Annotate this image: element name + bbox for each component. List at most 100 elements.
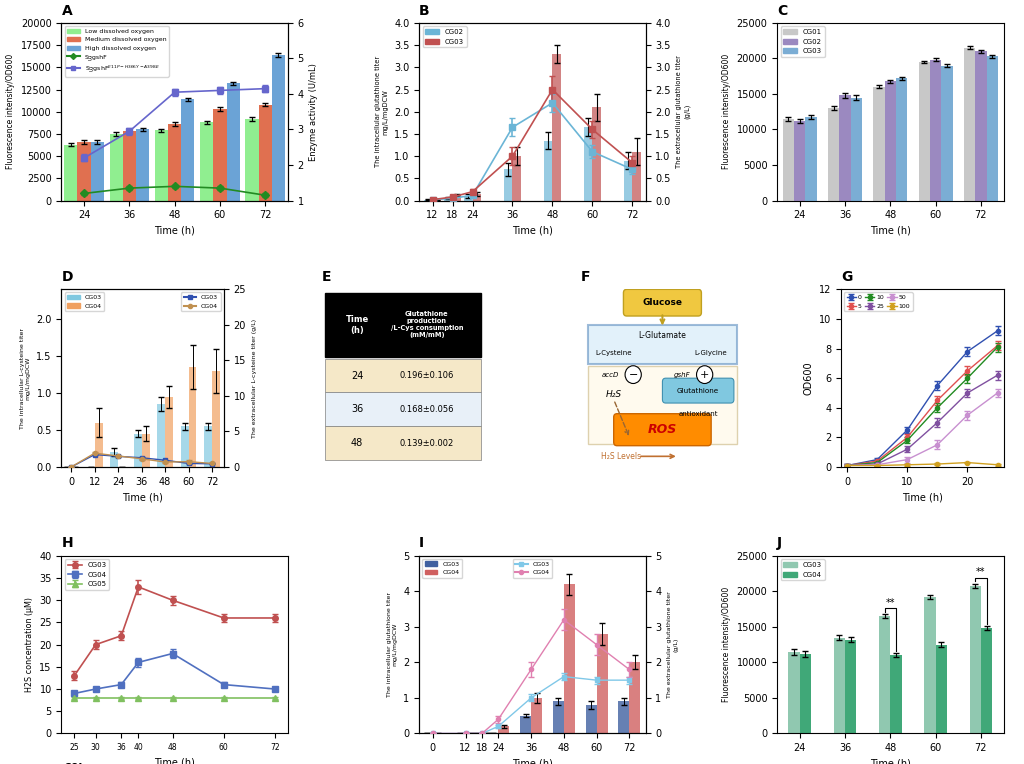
Bar — [111, 452, 118, 467]
Bar — [630, 662, 640, 733]
Bar — [584, 128, 593, 201]
Text: I: I — [419, 536, 424, 551]
Text: **: ** — [886, 597, 895, 607]
X-axis label: Time (h): Time (h) — [902, 492, 943, 502]
Y-axis label: H2S concentration (μM): H2S concentration (μM) — [25, 597, 34, 692]
Bar — [970, 586, 981, 733]
Bar — [271, 55, 285, 201]
Bar — [964, 48, 975, 201]
Bar — [123, 131, 136, 201]
Bar — [78, 142, 91, 201]
Bar — [941, 66, 952, 201]
Legend: CG02, CG03: CG02, CG03 — [423, 27, 467, 47]
X-axis label: Time (h): Time (h) — [869, 226, 910, 236]
Bar — [800, 654, 811, 733]
Bar — [432, 199, 441, 201]
Bar — [782, 119, 794, 201]
Bar — [65, 144, 78, 201]
Bar — [805, 117, 817, 201]
Legend: CG01, CG02, CG03: CG01, CG02, CG03 — [780, 27, 824, 57]
Bar — [936, 645, 947, 733]
Y-axis label: The extracellular glutathione titer
(g/L): The extracellular glutathione titer (g/L… — [668, 591, 678, 698]
FancyBboxPatch shape — [588, 325, 737, 364]
Y-axis label: Enzyme activity (U/mL): Enzyme activity (U/mL) — [309, 63, 318, 160]
Bar — [512, 156, 521, 201]
Bar — [110, 134, 123, 201]
Bar — [930, 60, 941, 201]
Circle shape — [696, 366, 713, 384]
Bar — [504, 170, 512, 201]
Text: J: J — [777, 536, 782, 551]
Text: 0.196±0.106: 0.196±0.106 — [399, 371, 454, 380]
Bar — [986, 57, 997, 201]
Legend: Low dissolved oxygen, Medium dissolved oxygen, High dissolved oxygen, SᴟgshF, Sᴟ: Low dissolved oxygen, Medium dissolved o… — [65, 26, 169, 76]
Bar — [593, 107, 601, 201]
Legend: CG03, CG04: CG03, CG04 — [780, 559, 824, 581]
Legend: CG03, CG04: CG03, CG04 — [65, 293, 104, 312]
Bar — [200, 122, 213, 201]
Bar — [424, 199, 432, 201]
Text: L-Glutamate: L-Glutamate — [639, 331, 686, 340]
Bar — [597, 634, 607, 733]
Text: D: D — [61, 270, 73, 284]
Y-axis label: The extracellular L-cysteine titer (g/L): The extracellular L-cysteine titer (g/L) — [252, 319, 257, 438]
Bar — [890, 656, 901, 733]
Bar — [472, 194, 481, 201]
FancyBboxPatch shape — [588, 366, 737, 444]
Bar — [165, 397, 173, 467]
Y-axis label: Fluorescence intensity/OD600: Fluorescence intensity/OD600 — [6, 54, 15, 170]
Text: 0.168±0.056: 0.168±0.056 — [399, 405, 455, 414]
Text: 60h: 60h — [63, 763, 87, 764]
Bar — [188, 367, 197, 467]
Text: A: A — [61, 4, 72, 18]
Bar — [885, 81, 896, 201]
Bar — [925, 597, 936, 733]
Bar — [553, 701, 564, 733]
FancyBboxPatch shape — [325, 393, 480, 426]
Text: +: + — [700, 370, 710, 380]
Text: L-Cysteine: L-Cysteine — [595, 351, 632, 356]
Bar — [213, 109, 226, 201]
X-axis label: Time (h): Time (h) — [512, 226, 553, 236]
Circle shape — [625, 366, 641, 384]
Text: H₂S Levels: H₂S Levels — [601, 452, 641, 461]
Bar — [226, 83, 240, 201]
Y-axis label: The intracellular L-cysteine titer
mg/L/mgDCW: The intracellular L-cysteine titer mg/L/… — [20, 328, 31, 429]
Legend: CG03, CG04: CG03, CG04 — [181, 293, 221, 312]
Bar — [618, 701, 630, 733]
Bar — [851, 98, 862, 201]
Text: 24: 24 — [351, 371, 364, 380]
Bar — [136, 129, 150, 201]
Y-axis label: OD600: OD600 — [804, 361, 813, 395]
X-axis label: Time (h): Time (h) — [512, 759, 553, 764]
FancyBboxPatch shape — [325, 426, 480, 460]
FancyBboxPatch shape — [613, 414, 711, 445]
Text: Glutathione: Glutathione — [677, 387, 719, 393]
Bar — [845, 639, 856, 733]
Bar — [181, 99, 195, 201]
Bar — [531, 698, 542, 733]
Bar — [94, 422, 102, 467]
Text: Time
(h): Time (h) — [345, 316, 369, 335]
Text: accD: accD — [602, 371, 620, 377]
Text: F: F — [582, 270, 591, 284]
Bar — [633, 152, 641, 201]
Text: **: ** — [976, 567, 986, 577]
Text: E: E — [322, 270, 331, 284]
Bar — [840, 96, 851, 201]
Bar — [181, 426, 188, 467]
Bar — [834, 637, 845, 733]
Legend: CG03, CG04: CG03, CG04 — [422, 559, 462, 578]
Text: 48: 48 — [351, 438, 364, 448]
FancyBboxPatch shape — [325, 358, 480, 393]
Text: H: H — [61, 536, 73, 551]
Bar — [553, 54, 561, 201]
Bar — [453, 196, 461, 201]
Y-axis label: The intracellular glutathione titer
mg/L/mgDCW: The intracellular glutathione titer mg/L… — [387, 592, 397, 697]
Text: Glucose: Glucose — [642, 298, 682, 307]
Bar — [205, 426, 212, 467]
Bar — [464, 196, 472, 201]
FancyBboxPatch shape — [624, 290, 701, 316]
Bar — [919, 62, 930, 201]
X-axis label: Time (h): Time (h) — [122, 492, 163, 502]
